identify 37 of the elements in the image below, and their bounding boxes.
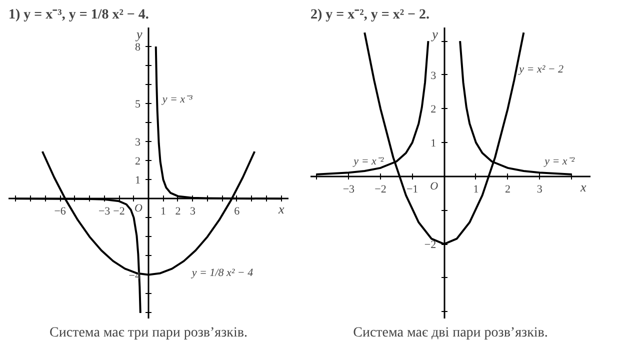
y-tick-label: 2 [430,104,436,116]
y-tick-label: 3 [430,70,437,82]
x-tick-label: −2 [374,183,386,196]
text: Система має три пари розв’язків. [50,326,248,340]
x-tick-label: 2 [505,183,511,196]
chart-title: 2) y = x⁻², y = x² − 2. [310,8,430,22]
annotation: y = x⁻³ [161,94,194,106]
annotation: y = x⁻² [352,156,384,168]
x-tick-label: 2 [175,206,181,218]
x-tick-label: −2 [113,206,125,218]
annotation: O [134,202,142,215]
x-tick-label: 1 [160,206,166,218]
x-tick-label: 1 [473,183,479,196]
x-axis-title: x [580,179,586,194]
y-tick-label: 1 [430,138,436,150]
x-tick-label: −1 [406,183,418,196]
y-axis-title: y [134,26,142,42]
annotation: y = x⁻² [544,156,576,168]
chart-title: 1) y = x⁻³, y = 1/8 x² − 4. [8,8,149,22]
x-tick-label: 3 [190,206,196,218]
x-axis-title: x [278,202,284,217]
annotation: y = x² − 2 [518,63,564,76]
x-tick-label: −3 [98,206,111,218]
x-tick-label: 6 [234,206,240,218]
text: Система має дві пари розв’язків. [353,326,548,340]
x-tick-label: −3 [342,183,356,196]
annotation: O [430,180,438,192]
y-tick-label: 3 [135,136,141,149]
y-tick-label: 5 [135,98,141,111]
y-tick-label: 2 [135,156,140,168]
annotation: y = 1/8 x² − 4 [190,267,254,280]
x-tick-label: −6 [54,206,66,218]
y-tick-label: 1 [135,174,140,187]
y-axis-title: y [430,26,438,42]
y-tick-label: 8 [135,42,141,54]
y-tick-label: −2 [424,239,436,252]
x-tick-label: 3 [536,183,543,196]
